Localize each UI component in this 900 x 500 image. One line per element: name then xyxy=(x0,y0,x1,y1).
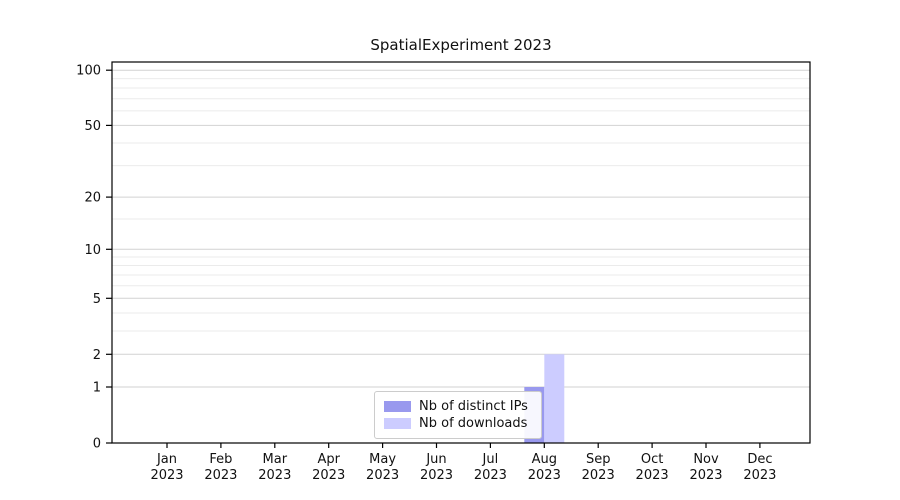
x-tick-label-year: 2023 xyxy=(366,468,399,483)
chart-title: SpatialExperiment 2023 xyxy=(370,36,552,54)
x-tick-label-month: Sep xyxy=(586,452,611,467)
legend-item-downloads: Nb of downloads xyxy=(384,415,532,432)
x-tick-label-month: Apr xyxy=(317,452,340,467)
y-tick-label: 2 xyxy=(93,348,101,363)
bar-downloads-7 xyxy=(544,354,565,443)
y-tick-label: 20 xyxy=(84,191,101,206)
x-tick-label-year: 2023 xyxy=(636,468,669,483)
y-tick-label: 1 xyxy=(93,381,101,396)
y-tick-label: 50 xyxy=(84,119,101,134)
x-tick-label-year: 2023 xyxy=(258,468,291,483)
x-tick-label-year: 2023 xyxy=(582,468,615,483)
y-tick-label: 10 xyxy=(84,243,101,258)
x-tick-label-month: Jan xyxy=(156,452,177,467)
x-tick-label-year: 2023 xyxy=(204,468,237,483)
legend-item-distinct-ips: Nb of distinct IPs xyxy=(384,398,532,415)
y-tick-label: 100 xyxy=(76,64,101,79)
x-tick-label-month: Aug xyxy=(532,452,557,467)
x-tick-label-year: 2023 xyxy=(474,468,507,483)
x-tick-label-month: Jul xyxy=(482,452,499,467)
legend-swatch-distinct-ips xyxy=(384,401,411,412)
x-tick-label-year: 2023 xyxy=(150,468,183,483)
plot-border xyxy=(111,61,811,444)
x-tick-label-month: Feb xyxy=(209,452,232,467)
x-tick-label-year: 2023 xyxy=(420,468,453,483)
x-tick-label-month: May xyxy=(369,452,396,467)
x-tick-label-year: 2023 xyxy=(528,468,561,483)
x-tick-label-year: 2023 xyxy=(689,468,722,483)
legend: Nb of distinct IPs Nb of downloads xyxy=(374,391,542,439)
y-tick-label: 5 xyxy=(93,292,101,307)
x-tick-label-year: 2023 xyxy=(743,468,776,483)
x-tick-label-month: Nov xyxy=(693,452,719,467)
x-tick-label-month: Dec xyxy=(747,452,772,467)
legend-label-downloads: Nb of downloads xyxy=(419,416,528,431)
y-tick-label: 0 xyxy=(93,437,101,452)
x-tick-label-month: Jun xyxy=(425,452,446,467)
legend-swatch-downloads xyxy=(384,418,411,429)
x-tick-label-month: Mar xyxy=(263,452,288,467)
legend-label-distinct-ips: Nb of distinct IPs xyxy=(419,399,528,414)
x-tick-label-year: 2023 xyxy=(312,468,345,483)
x-tick-label-month: Oct xyxy=(641,452,663,467)
